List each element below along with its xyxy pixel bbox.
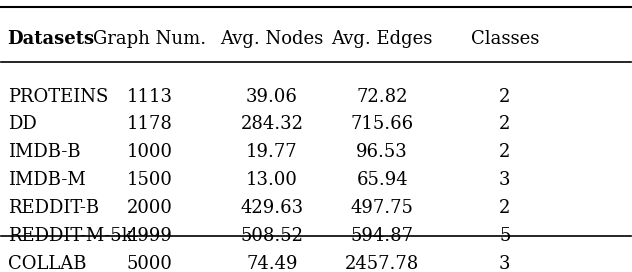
Text: 3: 3 bbox=[499, 255, 511, 272]
Text: 284.32: 284.32 bbox=[240, 115, 303, 133]
Text: 19.77: 19.77 bbox=[246, 143, 298, 161]
Text: Graph Num.: Graph Num. bbox=[93, 30, 206, 48]
Text: 1178: 1178 bbox=[126, 115, 172, 133]
Text: 508.52: 508.52 bbox=[240, 227, 303, 245]
Text: IMDB-M: IMDB-M bbox=[8, 171, 85, 189]
Text: DD: DD bbox=[8, 115, 37, 133]
Text: 1000: 1000 bbox=[126, 143, 173, 161]
Text: 96.53: 96.53 bbox=[356, 143, 408, 161]
Text: 2: 2 bbox=[499, 199, 511, 217]
Text: 39.06: 39.06 bbox=[246, 88, 298, 106]
Text: Avg. Edges: Avg. Edges bbox=[331, 30, 433, 48]
Text: 74.49: 74.49 bbox=[246, 255, 298, 272]
Text: 1500: 1500 bbox=[126, 171, 172, 189]
Text: 2: 2 bbox=[499, 88, 511, 106]
Text: 72.82: 72.82 bbox=[356, 88, 408, 106]
Text: 594.87: 594.87 bbox=[351, 227, 413, 245]
Text: Datasets: Datasets bbox=[8, 30, 95, 48]
Text: 5: 5 bbox=[499, 227, 511, 245]
Text: 2: 2 bbox=[499, 143, 511, 161]
Text: 2000: 2000 bbox=[126, 199, 172, 217]
Text: 4999: 4999 bbox=[126, 227, 172, 245]
Text: 497.75: 497.75 bbox=[351, 199, 413, 217]
Text: 2: 2 bbox=[499, 115, 511, 133]
Text: 5000: 5000 bbox=[126, 255, 172, 272]
Text: IMDB-B: IMDB-B bbox=[8, 143, 80, 161]
Text: 429.63: 429.63 bbox=[240, 199, 303, 217]
Text: Classes: Classes bbox=[471, 30, 539, 48]
Text: REDDIT-B: REDDIT-B bbox=[8, 199, 99, 217]
Text: 65.94: 65.94 bbox=[356, 171, 408, 189]
Text: COLLAB: COLLAB bbox=[8, 255, 86, 272]
Text: 715.66: 715.66 bbox=[351, 115, 413, 133]
Text: Avg. Nodes: Avg. Nodes bbox=[221, 30, 324, 48]
Text: 13.00: 13.00 bbox=[246, 171, 298, 189]
Text: REDDIT-M-5k: REDDIT-M-5k bbox=[8, 227, 132, 245]
Text: 3: 3 bbox=[499, 171, 511, 189]
Text: 2457.78: 2457.78 bbox=[345, 255, 419, 272]
Text: 1113: 1113 bbox=[126, 88, 173, 106]
Text: PROTEINS: PROTEINS bbox=[8, 88, 108, 106]
